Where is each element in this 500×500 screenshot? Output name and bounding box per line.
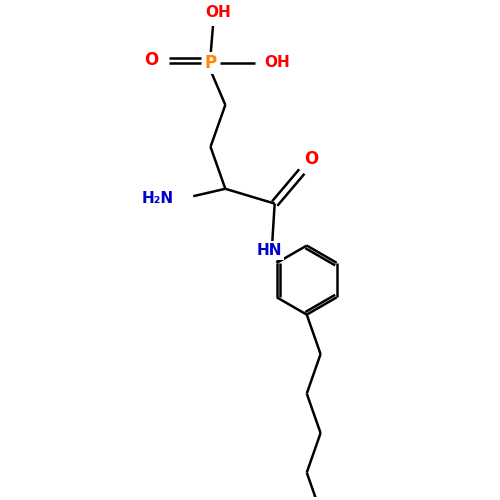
Text: O: O	[304, 150, 319, 168]
Text: H₂N: H₂N	[142, 191, 174, 206]
Text: P: P	[204, 54, 216, 72]
Text: OH: OH	[264, 56, 290, 70]
Text: O: O	[144, 52, 158, 70]
Text: OH: OH	[205, 4, 231, 20]
Text: HN: HN	[257, 243, 282, 258]
